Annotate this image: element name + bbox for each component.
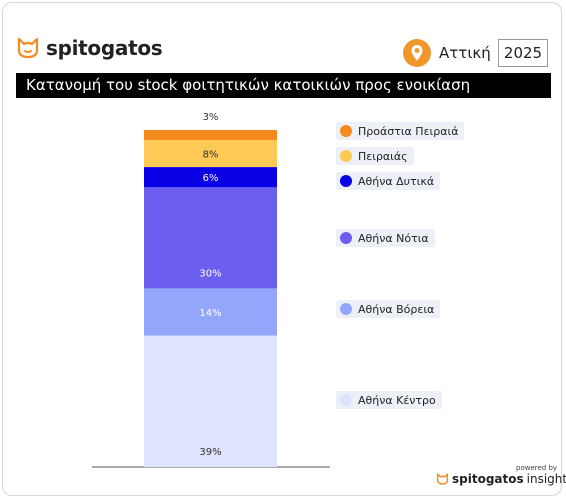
- region-label: Αττική: [439, 44, 491, 62]
- legend-label: Αθήνα Δυτικά: [358, 174, 435, 188]
- legend-swatch: [340, 394, 352, 406]
- bar-segment-0: [144, 335, 277, 467]
- bar-segment-5: [144, 130, 277, 141]
- data-label-2: 30%: [199, 268, 221, 279]
- bar-segment-3: [144, 167, 277, 188]
- legend-item-1: Αθήνα Βόρεια: [336, 300, 441, 318]
- location-pin-icon: [403, 39, 431, 67]
- data-label-1: 14%: [199, 308, 221, 319]
- cat-icon: [17, 37, 39, 59]
- legend-item-4: Πειραιάς: [336, 147, 414, 165]
- legend-label: Αθήνα Βόρεια: [358, 302, 435, 316]
- chart-title: Κατανομή του stock φοιτητικών κατοικιών …: [16, 73, 551, 98]
- year-badge: 2025: [498, 39, 548, 67]
- footer-brand: spitogatos: [452, 472, 524, 486]
- legend-label: Προάστια Πειραιά: [358, 124, 459, 138]
- legend-item-2: Αθήνα Νότια: [336, 229, 435, 247]
- bar-segment-4: [144, 140, 277, 168]
- bar-segment-1: [144, 288, 277, 336]
- bar-segment-2: [144, 187, 277, 289]
- legend-swatch: [340, 303, 352, 315]
- footer-logo: spitogatos insights: [436, 472, 566, 486]
- legend-swatch: [340, 150, 352, 162]
- legend-item-5: Προάστια Πειραιά: [336, 122, 465, 140]
- region-selector: Αττική: [403, 38, 493, 68]
- legend-item-0: Αθήνα Κέντρο: [336, 391, 442, 409]
- data-label-5: 3%: [203, 112, 219, 123]
- legend-item-3: Αθήνα Δυτικά: [336, 172, 441, 190]
- powered-by-text: powered by: [516, 464, 558, 472]
- data-label-4: 8%: [203, 150, 219, 161]
- data-label-3: 6%: [203, 173, 219, 184]
- legend-swatch: [340, 232, 352, 244]
- spitogatos-logo: spitogatos: [16, 36, 163, 60]
- cat-icon: [436, 473, 449, 485]
- legend-swatch: [340, 125, 352, 137]
- legend-label: Αθήνα Νότια: [358, 231, 429, 245]
- footer-insights: insights: [526, 472, 566, 486]
- logo-text: spitogatos: [46, 36, 163, 60]
- legend-label: Αθήνα Κέντρο: [358, 393, 436, 407]
- legend-label: Πειραιάς: [358, 149, 408, 163]
- legend-swatch: [340, 175, 352, 187]
- data-label-0: 39%: [199, 447, 221, 458]
